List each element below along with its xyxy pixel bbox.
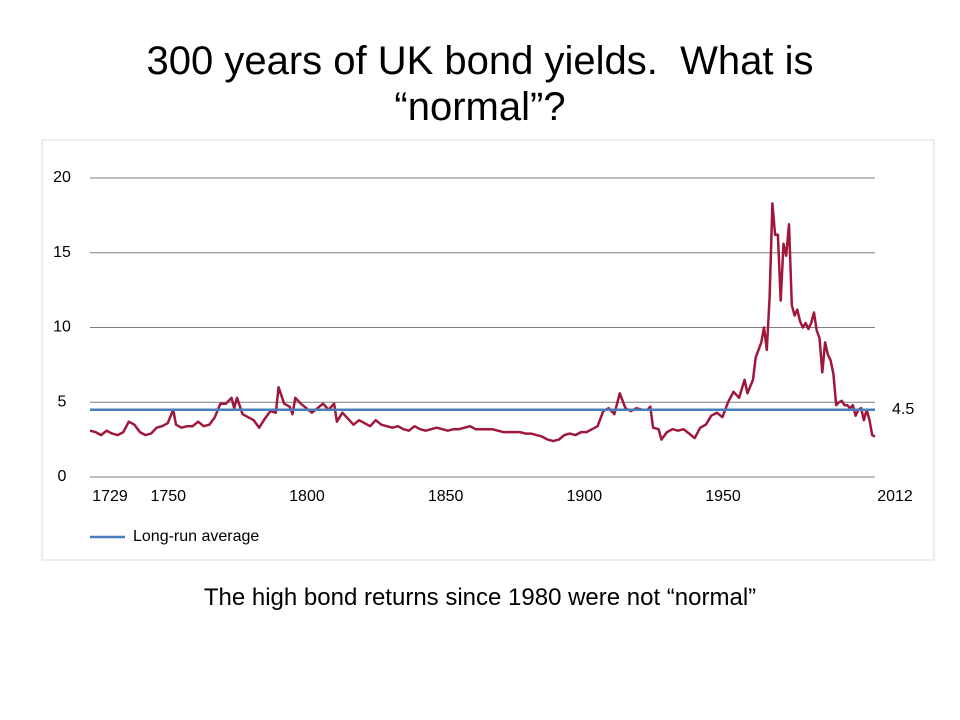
y-tick-label: 0 <box>58 468 67 485</box>
y-tick-label: 15 <box>53 244 71 261</box>
y-tick-label: 10 <box>53 319 71 336</box>
data-line <box>89 202 876 443</box>
y-tick-label: 20 <box>53 169 71 186</box>
caption: The high bond returns since 1980 were no… <box>203 584 757 611</box>
legend-label: Long-run average <box>133 528 259 545</box>
x-tick-label: 1800 <box>289 488 325 505</box>
slide-title: 300 years of UK bond yields. What is “no… <box>146 39 825 129</box>
average-label: 4.5 <box>892 401 914 418</box>
x-tick-label: 1750 <box>150 488 186 505</box>
chart-frame <box>41 139 935 561</box>
x-tick-label: 1950 <box>705 488 741 505</box>
y-tick-label: 5 <box>58 393 67 410</box>
x-tick-label: 1850 <box>428 488 464 505</box>
x-tick-label: 2012 <box>877 488 913 505</box>
x-tick-label: 1900 <box>567 488 603 505</box>
x-tick-label: 1729 <box>92 488 128 505</box>
